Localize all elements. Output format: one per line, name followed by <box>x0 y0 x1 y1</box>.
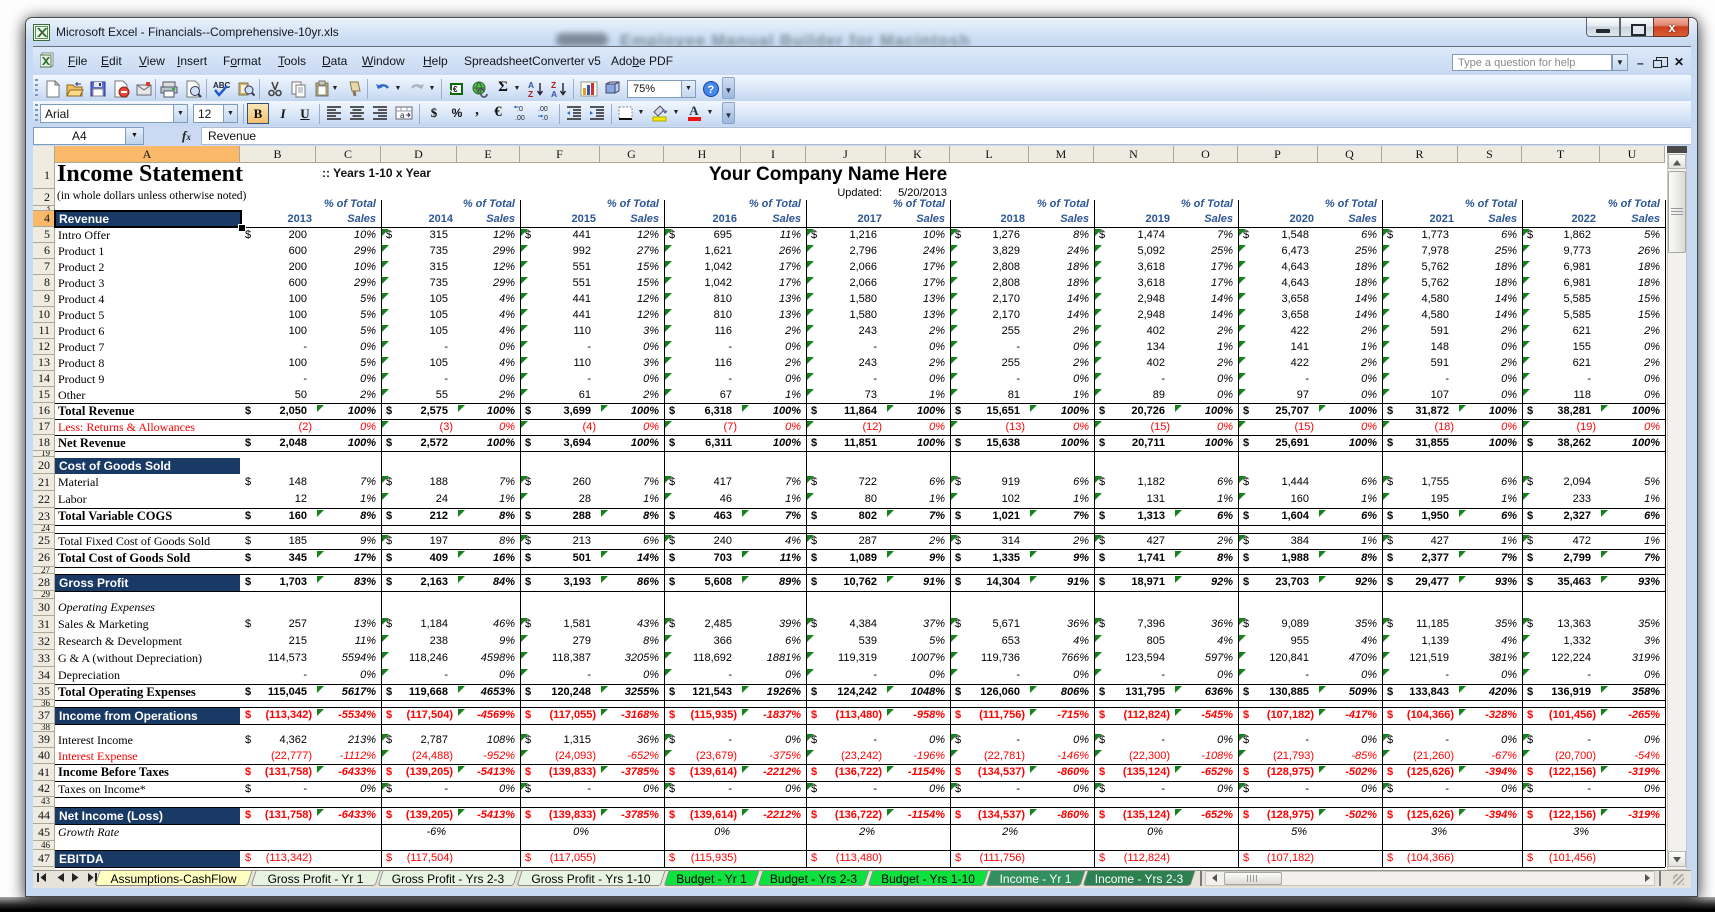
svg-text:€: € <box>453 85 458 94</box>
svg-text:Z: Z <box>551 80 556 90</box>
svg-text:.00: .00 <box>515 115 525 122</box>
svg-text:ABC: ABC <box>213 81 230 90</box>
svg-text:.0: .0 <box>517 106 523 113</box>
svg-text:A: A <box>528 80 534 90</box>
svg-text:.0: .0 <box>542 115 548 122</box>
svg-text:a: a <box>400 111 405 120</box>
svg-text:A: A <box>551 89 557 98</box>
svg-text:Z: Z <box>528 89 533 98</box>
svg-text:?: ? <box>708 84 715 96</box>
svg-text:.00: .00 <box>538 106 548 113</box>
